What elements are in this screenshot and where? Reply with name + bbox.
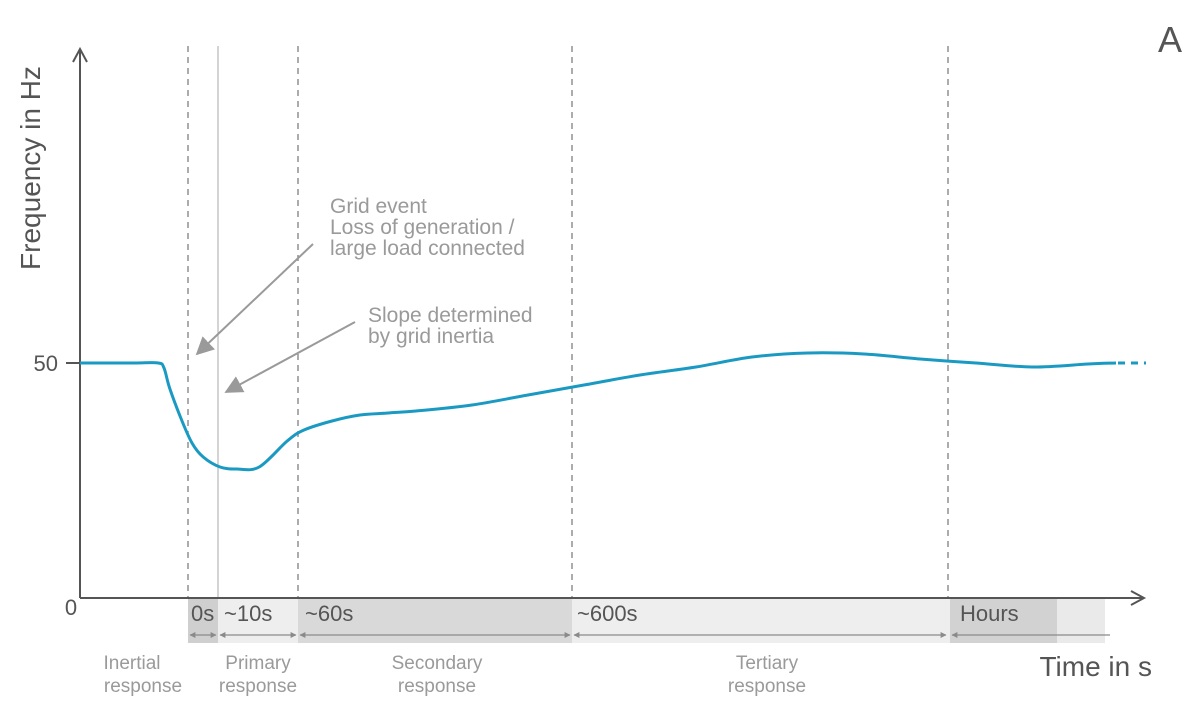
boundary-label-0s: 0s [191,601,214,626]
y-tick-label-50: 50 [34,351,58,376]
annotation-grid-event: Grid event Loss of generation / large lo… [195,195,525,356]
annotation-grid-event-line3: large load connected [330,237,525,260]
x-axis-arrowhead [1130,590,1147,606]
phase-labels: Inertial response Primary response Secon… [103,653,806,697]
axes [66,46,1147,606]
boundary-label-600s: ~600s [577,601,638,626]
y-axis-arrowhead [72,46,88,63]
phase-label-tertiary-1: Tertiary [736,653,799,674]
boundary-label-60s: ~60s [305,601,353,626]
phase-label-secondary-1: Secondary [392,653,483,674]
y-tick-label-0: 0 [65,595,77,620]
annotation-slope-arrow [224,321,356,393]
panel-letter: A [1158,19,1182,60]
phase-guides [187,46,949,598]
annotation-slope: Slope determined by grid inertia [224,304,533,393]
boundary-labels: 0s ~10s ~60s ~600s Hours [191,601,1019,626]
phase-label-primary-2: response [219,676,297,697]
series-layer [79,351,1146,472]
annotation-grid-event-line2: Loss of generation / [330,216,515,239]
phase-label-inertial-1: Inertial [103,653,160,674]
frequency-line [79,351,1117,472]
phase-label-tertiary-2: response [728,676,806,697]
x-axis-title: Time in s [1039,651,1152,682]
band-hours-fade [1057,598,1105,643]
phase-label-primary-1: Primary [225,653,291,674]
annotation-grid-event-arrow [195,243,314,356]
phase-label-inertial-2: response [104,676,182,697]
annotation-grid-event-line1: Grid event [330,195,427,218]
annotation-slope-line2: by grid inertia [368,325,494,348]
boundary-label-10s: ~10s [224,601,272,626]
phase-label-secondary-2: response [398,676,476,697]
y-axis-title: Frequency in Hz [15,66,46,270]
annotation-slope-line1: Slope determined [368,304,533,327]
boundary-label-hours: Hours [960,601,1019,626]
